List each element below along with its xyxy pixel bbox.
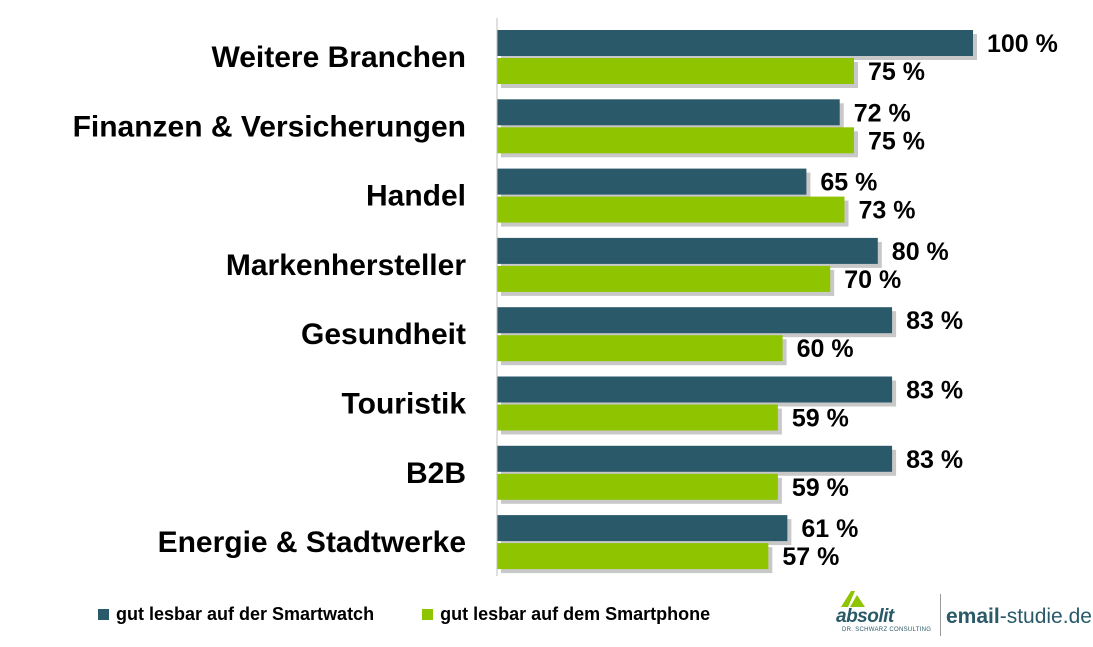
bar-smartwatch [497, 376, 893, 403]
legend-swatch-smartphone [422, 609, 434, 620]
category-label: Gesundheit [301, 318, 466, 351]
bar-smartphone [497, 265, 831, 292]
bar-smartwatch [497, 30, 973, 56]
value-label-smartphone: 75 % [868, 58, 925, 86]
category-label: Handel [366, 180, 466, 213]
bar-smartwatch [497, 237, 878, 264]
logo-name: absolit [836, 606, 894, 627]
bar-smartphone [497, 543, 769, 570]
legend-label-smartphone: gut lesbar auf dem Smartphone [440, 604, 711, 624]
value-label-smartphone: 60 % [797, 335, 854, 363]
value-label-smartwatch: 100 % [987, 30, 1058, 58]
bar-smartwatch [497, 168, 807, 195]
legend: gut lesbar auf der Smartwatch gut lesbar… [98, 604, 758, 625]
value-label-smartphone: 57 % [782, 543, 839, 571]
category-label: Weitere Branchen [211, 41, 466, 74]
bar-smartwatch [497, 515, 788, 542]
bar-smartphone [497, 196, 845, 223]
value-label-smartwatch: 83 % [906, 446, 963, 474]
bar-smartphone [497, 404, 778, 431]
logo-divider [940, 594, 941, 636]
value-label-smartwatch: 83 % [906, 307, 963, 335]
legend-label-smartwatch: gut lesbar auf der Smartwatch [116, 604, 375, 624]
value-label-smartphone: 75 % [868, 127, 925, 155]
logo-tagline: DR. SCHWARZ CONSULTING [842, 627, 932, 633]
category-label: Markenhersteller [226, 249, 466, 282]
bar-smartphone [497, 473, 778, 500]
category-label: Energie & Stadtwerke [158, 526, 466, 559]
value-label-smartwatch: 61 % [801, 515, 858, 543]
bar-smartphone [497, 58, 854, 84]
bar-smartwatch [497, 445, 893, 472]
value-label-smartwatch: 80 % [892, 238, 949, 266]
value-label-smartphone: 59 % [792, 474, 849, 502]
bar-smartphone [497, 127, 854, 154]
bar-smartwatch [497, 99, 840, 126]
bar-smartphone [497, 335, 783, 362]
value-label-smartphone: 73 % [858, 197, 915, 225]
value-label-smartwatch: 83 % [906, 377, 963, 405]
site-url-rest: -studie.de [999, 605, 1092, 628]
value-label-smartwatch: 65 % [820, 169, 877, 197]
value-label-smartphone: 70 % [844, 266, 901, 294]
legend-item-smartphone: gut lesbar auf dem Smartphone [422, 604, 710, 625]
legend-item-smartwatch: gut lesbar auf der Smartwatch [98, 604, 374, 625]
bar-smartwatch [497, 307, 893, 334]
value-label-smartphone: 59 % [792, 405, 849, 433]
legend-swatch-smartwatch [98, 609, 109, 620]
category-label: B2B [406, 457, 466, 490]
category-label: Finanzen & Versicherungen [73, 110, 466, 143]
site-url-bold: email [946, 605, 1000, 628]
value-label-smartwatch: 72 % [854, 99, 911, 127]
logo-mark-icon [841, 591, 865, 607]
category-label: Touristik [342, 388, 467, 421]
site-url: email-studie.de [946, 605, 1092, 629]
absolit-logo: absolit DR. SCHWARZ CONSULTING [828, 590, 938, 636]
